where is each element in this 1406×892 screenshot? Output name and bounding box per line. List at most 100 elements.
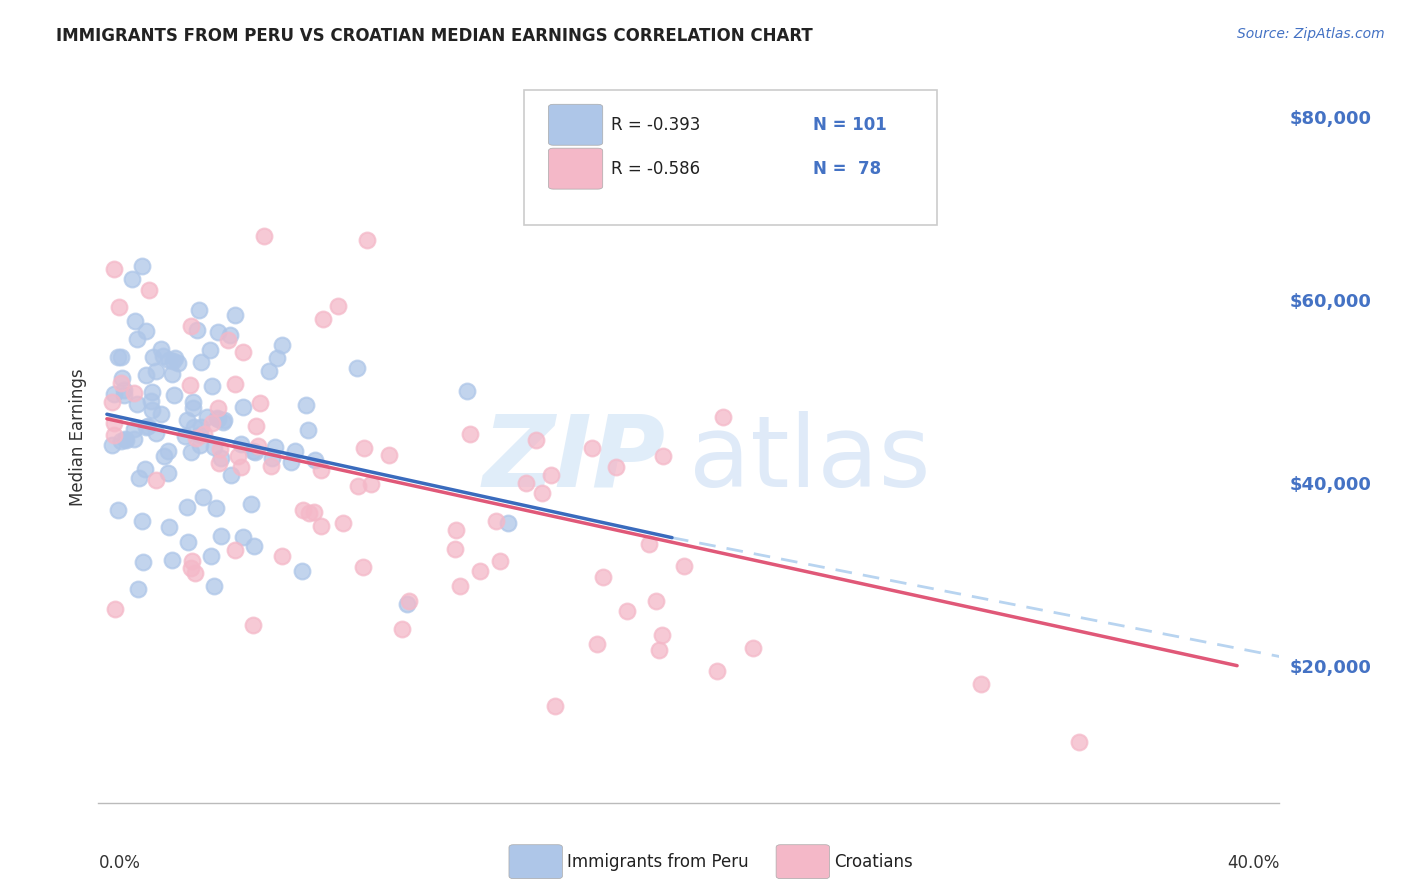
Text: R = -0.393: R = -0.393 — [612, 116, 700, 134]
Point — [304, 453, 326, 467]
Point — [360, 476, 382, 491]
Point — [1067, 735, 1090, 749]
Point — [346, 360, 368, 375]
Point — [136, 419, 159, 434]
Point — [219, 467, 242, 482]
Point — [135, 324, 157, 338]
FancyBboxPatch shape — [548, 104, 603, 145]
Point — [232, 401, 254, 415]
Point — [353, 442, 375, 456]
Point — [224, 542, 246, 557]
Point — [207, 325, 229, 339]
Point — [208, 442, 231, 457]
Point — [209, 451, 232, 466]
Point — [103, 262, 125, 277]
Point — [110, 376, 132, 391]
Point — [110, 350, 132, 364]
Point — [224, 308, 246, 322]
Point — [176, 534, 198, 549]
Point — [201, 379, 224, 393]
Point — [139, 394, 162, 409]
Point — [515, 476, 537, 491]
Point — [302, 505, 325, 519]
Point — [218, 333, 240, 347]
Point — [188, 428, 211, 442]
Point — [581, 441, 603, 455]
Point — [165, 351, 187, 366]
Point — [163, 388, 186, 402]
Point — [332, 516, 354, 531]
Point — [291, 503, 314, 517]
Point — [243, 539, 266, 553]
Point — [218, 328, 240, 343]
Point — [127, 332, 149, 346]
Point — [271, 549, 294, 563]
Point — [291, 564, 314, 578]
Point — [145, 426, 167, 441]
Point — [138, 283, 160, 297]
Point — [122, 432, 145, 446]
Point — [162, 367, 184, 381]
Point — [449, 579, 471, 593]
Point — [284, 443, 307, 458]
Point — [160, 552, 183, 566]
Point — [470, 565, 492, 579]
Point — [141, 384, 163, 399]
Point — [131, 259, 153, 273]
Point — [540, 468, 562, 483]
Point — [202, 440, 225, 454]
Point — [224, 377, 246, 392]
Text: N = 101: N = 101 — [813, 116, 887, 134]
Text: Croatians: Croatians — [834, 853, 912, 871]
Point — [149, 407, 172, 421]
Point — [122, 422, 145, 436]
Point — [243, 445, 266, 459]
Point — [377, 448, 399, 462]
Point — [142, 351, 165, 365]
Point — [188, 438, 211, 452]
Point — [488, 554, 510, 568]
Text: atlas: atlas — [689, 410, 931, 508]
Point — [295, 398, 318, 412]
Point — [145, 473, 167, 487]
Point — [190, 355, 212, 369]
Point — [128, 471, 150, 485]
Point — [180, 319, 202, 334]
Point — [356, 233, 378, 247]
Point — [616, 604, 638, 618]
Point — [181, 401, 204, 416]
Point — [108, 300, 131, 314]
Point — [444, 541, 467, 556]
Point — [207, 401, 229, 416]
Point — [259, 458, 281, 473]
Point — [131, 555, 153, 569]
Text: N =  78: N = 78 — [813, 160, 882, 178]
Point — [195, 410, 218, 425]
Point — [183, 420, 205, 434]
Point — [152, 349, 174, 363]
Point — [309, 519, 332, 533]
Point — [183, 394, 205, 409]
Point — [127, 582, 149, 596]
Point — [651, 449, 673, 463]
Point — [162, 354, 184, 368]
Point — [125, 397, 148, 411]
Point — [157, 353, 180, 368]
Point — [200, 549, 222, 563]
Point — [207, 412, 229, 426]
Point — [211, 415, 233, 429]
Point — [742, 640, 765, 655]
Point — [347, 479, 370, 493]
Point — [157, 520, 180, 534]
Point — [181, 553, 204, 567]
Point — [110, 434, 132, 448]
Text: Source: ZipAtlas.com: Source: ZipAtlas.com — [1237, 27, 1385, 41]
Point — [112, 387, 135, 401]
Point — [124, 314, 146, 328]
Point — [264, 440, 287, 454]
Text: ZIP: ZIP — [482, 410, 665, 508]
Point — [179, 377, 201, 392]
Point — [190, 420, 212, 434]
Point — [970, 677, 993, 691]
Point — [180, 561, 202, 575]
